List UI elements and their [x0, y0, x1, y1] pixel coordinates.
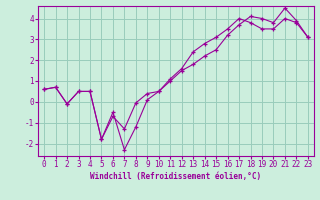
- X-axis label: Windchill (Refroidissement éolien,°C): Windchill (Refroidissement éolien,°C): [91, 172, 261, 181]
